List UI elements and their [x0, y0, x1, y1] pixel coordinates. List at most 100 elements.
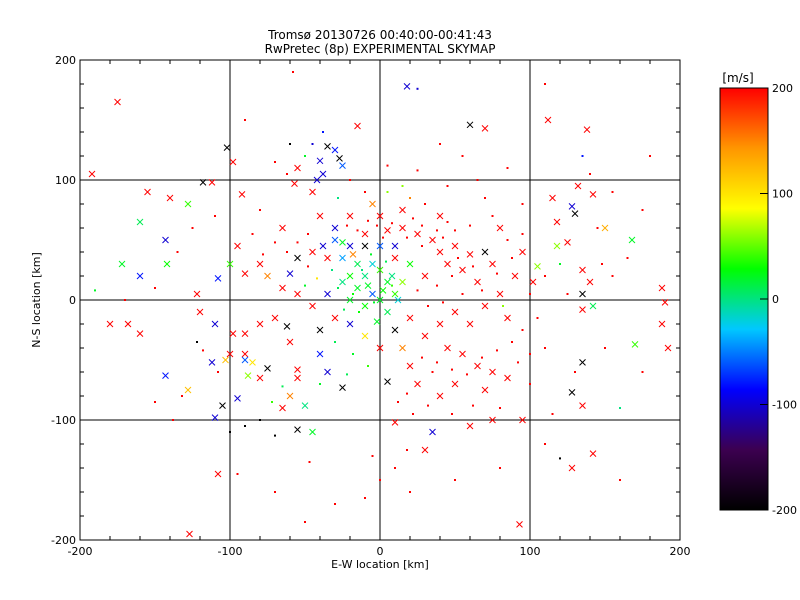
data-point-cross	[399, 344, 406, 352]
data-point-dot	[244, 119, 246, 121]
data-point-dot	[385, 260, 387, 263]
data-point-cross	[214, 275, 222, 282]
data-point-cross	[256, 374, 264, 382]
data-point-dot	[94, 289, 96, 292]
data-point-dot	[457, 257, 459, 259]
data-point-cross	[436, 320, 444, 328]
data-point-dot	[214, 215, 216, 217]
data-point-cross	[421, 332, 429, 340]
data-point-dot	[394, 467, 396, 469]
data-point-cross	[444, 344, 451, 352]
data-point-dot	[406, 449, 408, 451]
data-point-dot	[521, 233, 524, 235]
data-point-cross	[241, 270, 249, 277]
data-point-cross	[376, 212, 384, 220]
data-point-dot	[451, 413, 453, 415]
data-point-dot	[296, 241, 299, 244]
data-point-cross	[369, 290, 376, 298]
data-point-cross	[279, 284, 286, 292]
data-point-dot	[551, 413, 554, 415]
data-point-cross	[414, 380, 421, 388]
data-point-dot	[611, 275, 614, 277]
data-point-dot	[311, 143, 314, 145]
data-point-dot	[544, 443, 546, 445]
data-point-cross	[136, 272, 144, 280]
data-point-cross	[256, 260, 264, 268]
data-point-dot	[511, 257, 513, 259]
data-point-cross	[234, 395, 241, 402]
chart-title: Tromsø 20130726 00:40:00-00:41:43	[267, 28, 492, 42]
data-point-cross	[388, 272, 396, 280]
data-point-cross	[519, 416, 526, 424]
data-point-dot	[259, 419, 261, 421]
data-point-cross	[391, 242, 399, 250]
data-point-dot	[244, 425, 246, 427]
data-point-dot	[589, 173, 591, 175]
data-point-cross	[271, 314, 279, 322]
data-point-dot	[346, 224, 348, 227]
data-point-cross	[264, 365, 271, 372]
data-point-cross	[186, 530, 193, 538]
data-point-dot	[559, 263, 561, 265]
data-point-cross	[384, 227, 391, 234]
data-point-dot	[611, 191, 614, 193]
data-point-cross	[244, 372, 252, 379]
data-point-cross	[553, 242, 561, 250]
data-point-dot	[262, 253, 264, 256]
data-point-cross	[579, 306, 586, 313]
y-tick-label: -100	[51, 414, 76, 427]
data-point-cross	[489, 260, 496, 268]
data-point-dot	[566, 293, 569, 295]
data-point-cross	[316, 157, 324, 165]
data-point-cross	[211, 320, 219, 328]
data-point-dot	[307, 265, 309, 268]
data-point-cross	[339, 239, 346, 246]
data-point-dot	[451, 275, 453, 277]
data-point-cross	[361, 272, 369, 280]
data-point-dot	[191, 227, 194, 229]
data-point-dot	[236, 473, 239, 475]
data-point-dot	[424, 203, 426, 205]
data-point-cross	[286, 338, 294, 346]
colorbar-tick-label: 200	[772, 82, 793, 95]
data-point-dot	[506, 239, 509, 241]
data-point-dot	[466, 373, 468, 376]
data-point-cross	[376, 296, 384, 304]
data-point-cross	[309, 302, 316, 310]
x-axis-label: E-W location [km]	[331, 558, 429, 571]
data-point-dot	[496, 272, 498, 275]
data-point-cross	[664, 344, 672, 352]
data-point-dot	[406, 236, 408, 239]
data-point-cross	[628, 236, 636, 244]
data-point-cross	[166, 194, 174, 202]
data-point-cross	[279, 224, 286, 232]
data-point-cross	[354, 122, 361, 130]
data-point-cross	[324, 143, 331, 150]
y-axis-label: N-S location [km]	[30, 252, 43, 348]
data-point-cross	[346, 320, 354, 328]
data-point-dot	[446, 185, 449, 187]
data-point-dot	[196, 341, 198, 343]
data-point-cross	[544, 116, 552, 124]
data-point-dot	[521, 329, 524, 331]
data-point-cross	[459, 350, 466, 358]
data-point-dot	[581, 155, 584, 157]
data-point-cross	[394, 296, 402, 304]
data-point-dot	[308, 461, 311, 463]
data-point-cross	[564, 239, 571, 246]
data-point-cross	[199, 179, 207, 186]
data-point-dot	[397, 401, 399, 403]
colorbar-tick-label: -100	[772, 399, 797, 412]
data-point-cross	[399, 206, 406, 214]
data-point-cross	[361, 302, 369, 310]
data-point-dot	[436, 284, 438, 287]
data-point-dot	[604, 347, 606, 349]
data-point-dot	[529, 353, 531, 355]
data-point-dot	[626, 257, 629, 259]
data-point-dot	[274, 161, 276, 163]
data-point-cross	[436, 392, 444, 400]
data-point-cross	[361, 230, 369, 238]
data-point-cross	[286, 392, 294, 400]
data-point-dot	[451, 368, 453, 371]
data-point-dot	[334, 341, 336, 343]
